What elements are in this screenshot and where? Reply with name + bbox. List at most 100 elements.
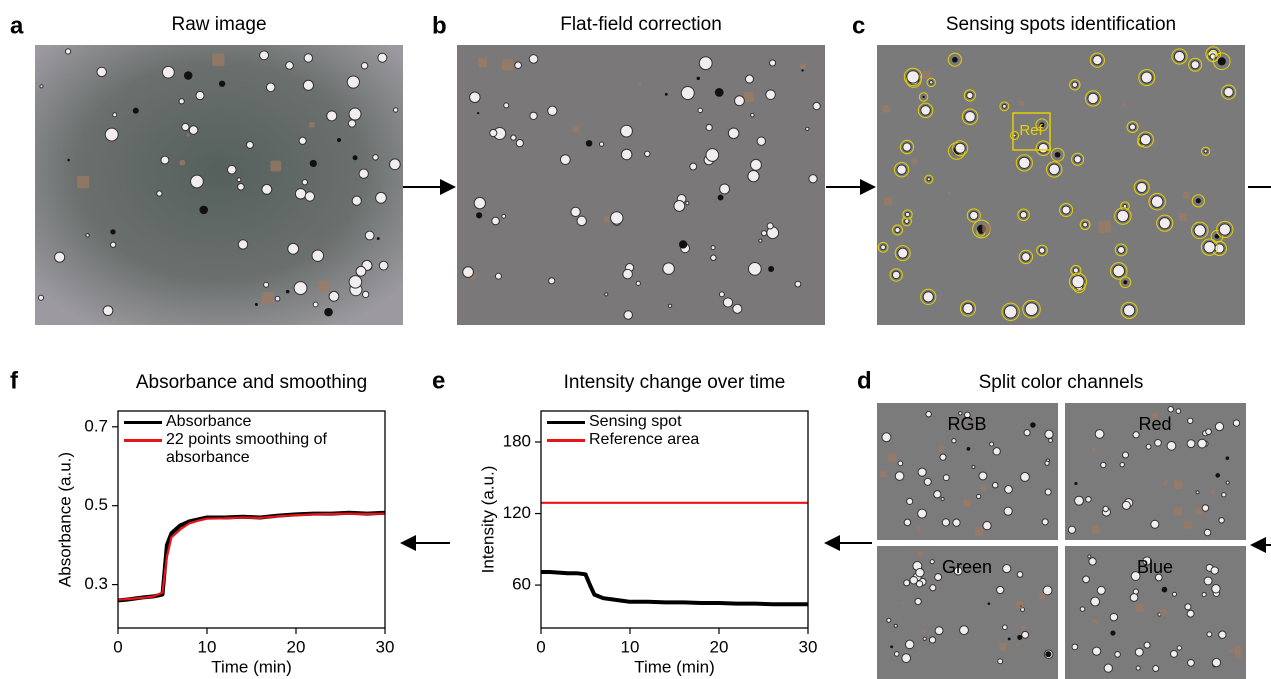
spot (326, 110, 338, 122)
spot (1088, 557, 1097, 566)
spot (947, 191, 951, 195)
spot (958, 419, 963, 424)
spot (620, 148, 633, 161)
spot (623, 310, 633, 320)
spot-ring (1191, 221, 1209, 240)
spot (939, 453, 947, 461)
spot (285, 289, 290, 294)
spot (347, 119, 357, 128)
spot (1091, 447, 1096, 452)
x-tick-label: 30 (799, 637, 818, 656)
panel-letter: c (852, 12, 865, 39)
spot (1039, 122, 1045, 128)
spot (261, 183, 273, 195)
spot (309, 159, 317, 168)
spot (104, 127, 119, 142)
spot (259, 50, 270, 61)
spot (236, 177, 242, 183)
spot (673, 200, 686, 212)
spot (1173, 507, 1183, 516)
spot (285, 61, 294, 70)
spot (904, 211, 911, 218)
spot (1183, 520, 1193, 529)
spot (1015, 601, 1024, 609)
spot (576, 215, 587, 227)
panel-letter: a (10, 12, 24, 39)
spot (909, 575, 919, 585)
spot (1021, 630, 1030, 639)
spot (894, 471, 905, 481)
y-axis-label: Intensity (a.u.) (478, 466, 497, 574)
spot (1232, 419, 1241, 427)
spot (1175, 408, 1182, 414)
legend: Absorbance 22 points smoothing of absorba… (124, 413, 366, 467)
spot (476, 212, 483, 219)
spot (1203, 149, 1208, 154)
spot (1121, 500, 1131, 510)
spot (77, 176, 90, 189)
spot (718, 291, 725, 298)
spot (893, 623, 898, 628)
spot-ring (1171, 48, 1188, 65)
spot (1093, 619, 1098, 624)
spot (358, 168, 369, 179)
ref-box (1012, 112, 1051, 151)
spot-ring (1119, 276, 1132, 289)
spot-ring (903, 67, 923, 87)
spot (1186, 439, 1196, 449)
spot (933, 490, 942, 499)
spot-ring (894, 245, 911, 262)
spot (1048, 437, 1053, 443)
spot (178, 98, 185, 105)
spot (1001, 103, 1007, 109)
spot (1087, 554, 1092, 559)
spot (1221, 492, 1227, 498)
spot (1092, 646, 1102, 656)
spot (1117, 245, 1126, 254)
spot (958, 411, 963, 416)
spot (287, 242, 300, 255)
spot (1071, 643, 1079, 651)
spot (620, 124, 633, 138)
spot (218, 80, 226, 87)
spot (744, 74, 754, 84)
spot (1135, 603, 1144, 613)
spot (254, 302, 258, 306)
spot (1098, 220, 1111, 233)
spot-ring (1059, 202, 1074, 218)
spot (941, 518, 951, 527)
spot (938, 445, 945, 452)
spot (897, 460, 904, 467)
spot-ring (1220, 84, 1237, 100)
spot-ring (1010, 130, 1020, 141)
image-background (457, 45, 825, 325)
spot (987, 602, 991, 606)
spot (1211, 584, 1221, 594)
spot (360, 61, 369, 70)
ref-label: Ref (1019, 122, 1043, 139)
spot (719, 183, 731, 195)
spot (1038, 247, 1046, 254)
micrograph (35, 45, 403, 325)
spot (1123, 280, 1128, 285)
micrograph (877, 45, 1245, 325)
spot (68, 78, 72, 82)
spot-ring (1200, 238, 1219, 256)
spot (1021, 252, 1031, 262)
spot (473, 196, 487, 210)
spot (304, 191, 315, 202)
spot (1187, 417, 1194, 424)
spot (1071, 81, 1079, 88)
spot (1223, 86, 1234, 98)
spot (911, 158, 918, 165)
spot (477, 111, 480, 115)
spot (604, 216, 610, 223)
y-tick-label: 120 (503, 503, 531, 522)
x-tick-label: 10 (198, 637, 217, 656)
spot-ring (1050, 147, 1065, 162)
legend-label: Reference area (589, 431, 700, 448)
spot (886, 617, 892, 623)
spot (1024, 302, 1039, 316)
spot (758, 238, 763, 243)
spot-ring (966, 208, 981, 223)
